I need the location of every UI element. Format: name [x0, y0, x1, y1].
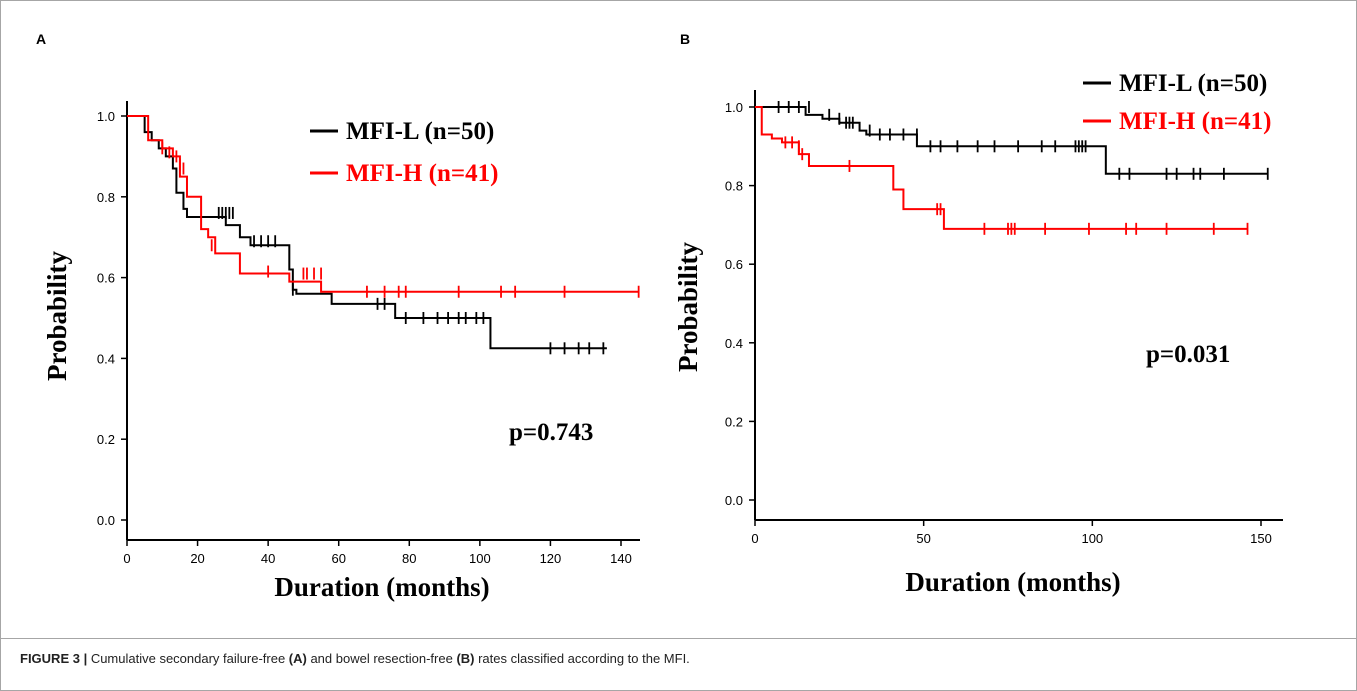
y-tick-label: 0.6 [97, 271, 115, 286]
x-tick-label: 0 [751, 531, 758, 546]
panel-a-legend-label-l: MFI-L (n=50) [346, 118, 494, 145]
x-tick-label: 20 [190, 551, 204, 566]
x-tick-label: 60 [331, 551, 345, 566]
x-tick-label: 80 [402, 551, 416, 566]
x-tick-label: 0 [123, 551, 130, 566]
y-tick-label: 1.0 [725, 100, 743, 115]
y-tick-label: 0.4 [725, 336, 743, 351]
x-tick-label: 40 [261, 551, 275, 566]
caption-text-3: rates classified according to the MFI. [474, 651, 690, 666]
x-tick-label: 120 [540, 551, 562, 566]
y-tick-label: 0.2 [97, 432, 115, 447]
panel-a-x-label: Duration (months) [274, 572, 489, 602]
panel-b-y-label: Probability [673, 241, 703, 372]
series-mfi-l-curve [755, 106, 1268, 175]
x-tick-label: 100 [1081, 531, 1103, 546]
y-tick-label: 0.0 [725, 493, 743, 508]
x-tick-label: 140 [610, 551, 632, 566]
caption-ref-b: (B) [456, 651, 475, 666]
y-tick-label: 0.8 [725, 179, 743, 194]
panel-b-legend-label-h: MFI-H (n=41) [1119, 108, 1271, 135]
series-mfi-l-curve [127, 115, 607, 350]
x-tick-label: 150 [1250, 531, 1272, 546]
x-tick-label: 100 [469, 551, 491, 566]
caption-text-2: and bowel resection-free [306, 651, 457, 666]
panel-b-p-value: p=0.031 [1146, 341, 1230, 368]
y-tick-label: 0.6 [725, 257, 743, 272]
caption-ref-a: (A) [288, 651, 307, 666]
panel-a-label: A [36, 31, 46, 47]
y-tick-label: 0.8 [97, 190, 115, 205]
panel-b-legend-label-l: MFI-L (n=50) [1119, 70, 1267, 97]
y-tick-label: 0.2 [725, 414, 743, 429]
panel-b-label: B [680, 31, 690, 47]
y-tick-label: 0.0 [97, 513, 115, 528]
panel-b-x-label: Duration (months) [905, 567, 1120, 597]
panel-a: A 0.00.20.40.60.81.0 0 20 40 60 80 100 120 140 … [36, 31, 640, 602]
panel-b: B 0.0 0.2 0.4 0.6 0.8 1.0 0 50 100 150 Duration … [673, 31, 1283, 597]
panel-a-legend-label-h: MFI-H (n=41) [346, 160, 498, 187]
panel-a-p-value: p=0.743 [509, 419, 593, 446]
y-tick-label: 0.4 [97, 351, 115, 366]
figure-caption: FIGURE 3 | Cumulative secondary failure-… [0, 638, 1357, 679]
figure-canvas: A 0.00.20.40.60.81.0 0 20 40 60 80 100 120 140 … [36, 31, 1283, 602]
caption-text: FIGURE 3 | Cumulative secondary failure-… [20, 651, 690, 666]
x-tick-label: 50 [916, 531, 930, 546]
caption-figure-label: FIGURE 3 | [20, 651, 88, 666]
series-mfi-h-curve [755, 106, 1248, 230]
panel-a-y-label: Probability [42, 250, 72, 381]
caption-text-1: Cumulative secondary failure-free [87, 651, 289, 666]
y-tick-label: 1.0 [97, 109, 115, 124]
